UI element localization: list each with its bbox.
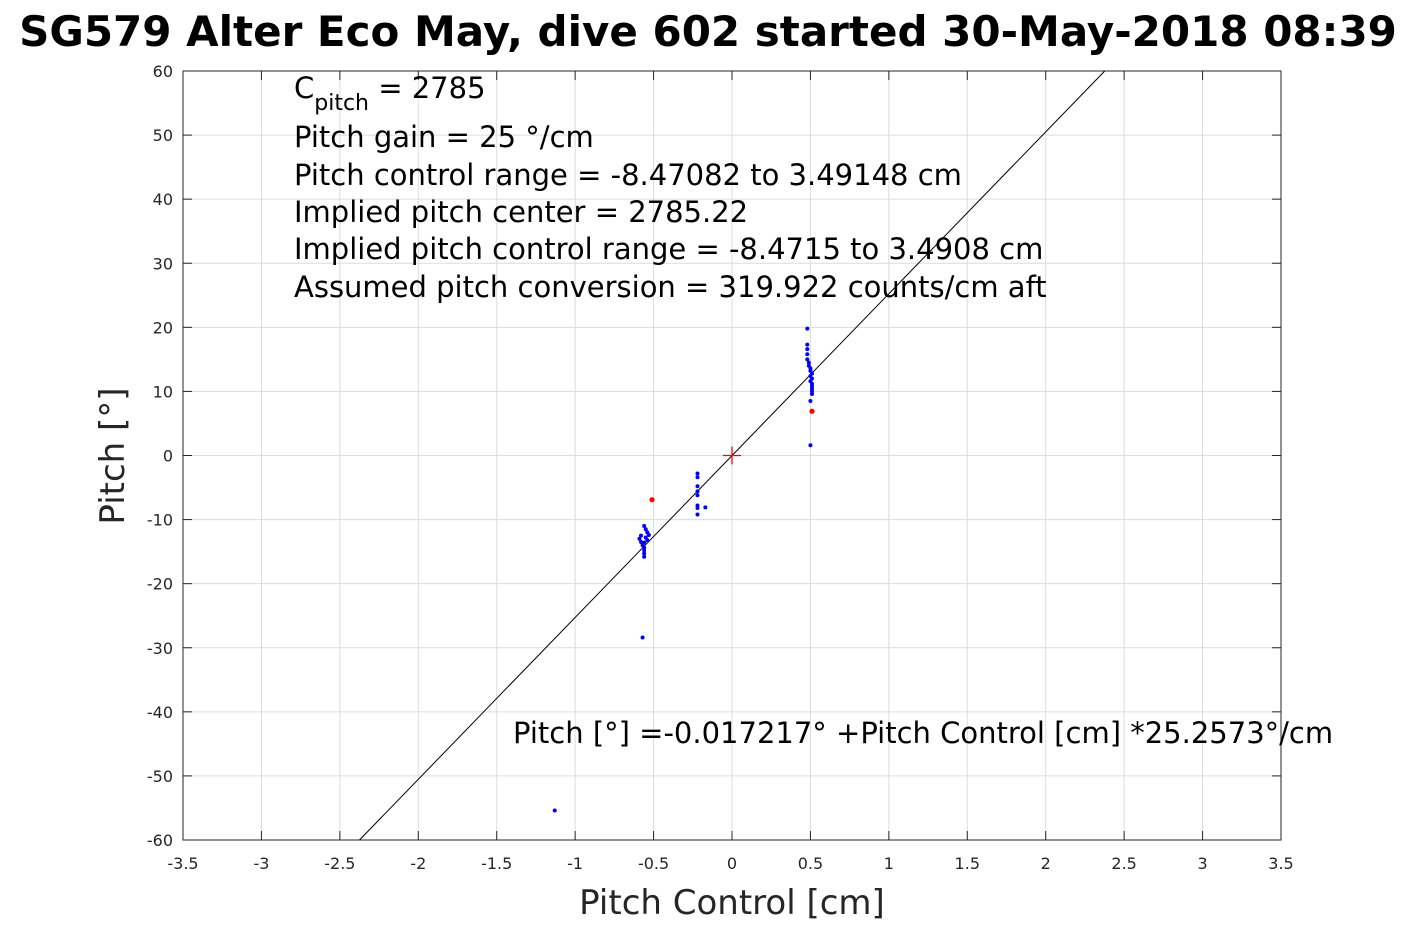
data-point [645,538,650,543]
x-tick-label: 0.5 [798,854,823,873]
y-tick-label: -10 [147,511,173,530]
y-tick-label: 40 [153,190,173,209]
tick-marks [182,70,1282,841]
data-point [552,808,557,813]
x-tick-label: 1 [884,854,894,873]
x-tick-label: -0.5 [638,854,669,873]
annotation-pitch-control-range: Pitch control range = -8.47082 to 3.4914… [294,158,962,192]
cpitch-value: = 2785 [369,71,486,105]
x-tick-label: -1 [567,854,583,873]
data-point [805,352,810,357]
plot-content [359,70,1106,841]
y-tick-label: 20 [153,318,173,337]
x-tick-labels: -3.5 -3 -2.5 -2 -1.5 -1 -0.5 0 0.5 1 1.5 2 2.5 3 3.5 [167,854,1293,873]
y-tick-label: -50 [147,767,173,786]
data-point [639,540,644,545]
data-point [695,493,700,498]
y-axis-label: Pitch [°] [93,387,133,524]
y-tick-label: 30 [153,254,173,273]
x-tick-label: 0 [727,854,737,873]
data-point [695,475,700,480]
annotation-implied-pitch-control-range: Implied pitch control range = -8.4715 to… [294,232,1043,266]
x-tick-label: -3.5 [167,854,198,873]
x-tick-label: -1.5 [481,854,512,873]
data-point [695,506,700,511]
y-tick-label: 0 [163,447,173,466]
x-tick-label: 2.5 [1111,854,1136,873]
cpitch-symbol: C [294,71,314,105]
data-point [806,360,811,365]
x-axis-label: Pitch Control [cm] [579,883,885,923]
x-tick-label: -3 [253,854,269,873]
y-tick-label: -20 [147,575,173,594]
data-point [808,443,813,448]
data-point [640,635,645,640]
x-tick-label: -2 [410,854,426,873]
data-point [805,357,810,362]
y-tick-labels: -60 -50 -40 -30 -20 -10 0 10 20 30 40 50 60 [147,62,173,850]
data-point [643,527,648,532]
annotation-pitch-conversion: Assumed pitch conversion = 319.922 count… [294,270,1047,304]
x-tick-label: 3.5 [1268,854,1293,873]
data-point [642,551,647,556]
x-tick-label: 2 [1041,854,1051,873]
grid-lines [182,70,1282,841]
data-point [805,342,810,347]
y-tick-label: 60 [153,62,173,81]
data-point [639,533,644,538]
data-point [637,536,642,541]
data-point [809,391,814,396]
y-tick-label: 50 [153,126,173,145]
data-point [642,548,647,553]
data-point [805,347,810,352]
y-tick-label: -60 [147,831,173,850]
data-point [805,326,810,331]
data-point [695,512,700,517]
y-tick-label: -30 [147,639,173,658]
data-point [695,484,700,489]
data-point [703,505,708,510]
data-point [646,532,651,537]
y-tick-label: -40 [147,703,173,722]
chart-title: SG579 Alter Eco May, dive 602 started 30… [19,7,1397,56]
data-point [695,489,700,494]
cpitch-annotation: Cpitch = 2785 [294,71,486,116]
data-point [642,554,647,559]
data-point [695,471,700,476]
x-tick-label: -2.5 [324,854,355,873]
flagged-data-point [809,408,815,414]
x-tick-label: 3 [1197,854,1207,873]
data-point [808,399,813,404]
annotation-pitch-gain: Pitch gain = 25 °/cm [294,120,594,154]
flagged-data-point [649,497,655,503]
y-tick-label: 10 [153,382,173,401]
x-tick-label: 1.5 [955,854,980,873]
fit-equation-label: Pitch [°] =-0.017217° +Pitch Control [cm… [513,716,1333,750]
cpitch-subscript: pitch [314,91,369,116]
annotation-implied-pitch-center: Implied pitch center = 2785.22 [294,195,748,229]
data-point [642,523,647,528]
